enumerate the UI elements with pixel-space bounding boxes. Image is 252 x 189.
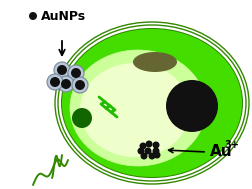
- Circle shape: [144, 147, 151, 154]
- Text: 3+: 3+: [223, 140, 238, 150]
- Circle shape: [139, 143, 146, 149]
- Circle shape: [148, 153, 155, 160]
- Ellipse shape: [70, 50, 205, 166]
- Circle shape: [61, 79, 71, 89]
- Circle shape: [152, 147, 159, 154]
- Circle shape: [29, 12, 37, 20]
- Circle shape: [54, 62, 70, 78]
- Circle shape: [68, 65, 84, 81]
- Circle shape: [153, 152, 160, 159]
- Circle shape: [72, 108, 92, 128]
- Circle shape: [57, 65, 67, 75]
- Circle shape: [71, 68, 81, 78]
- Text: Au: Au: [209, 143, 232, 159]
- Circle shape: [140, 153, 147, 160]
- Ellipse shape: [80, 63, 189, 157]
- Circle shape: [137, 147, 144, 154]
- Circle shape: [58, 76, 74, 92]
- Circle shape: [75, 80, 85, 90]
- Circle shape: [145, 140, 152, 147]
- Text: AuNPs: AuNPs: [41, 11, 86, 23]
- Circle shape: [47, 74, 63, 90]
- Circle shape: [50, 77, 60, 87]
- Circle shape: [72, 77, 88, 93]
- Ellipse shape: [62, 29, 241, 177]
- Ellipse shape: [133, 52, 176, 72]
- Circle shape: [165, 80, 217, 132]
- Circle shape: [152, 142, 159, 149]
